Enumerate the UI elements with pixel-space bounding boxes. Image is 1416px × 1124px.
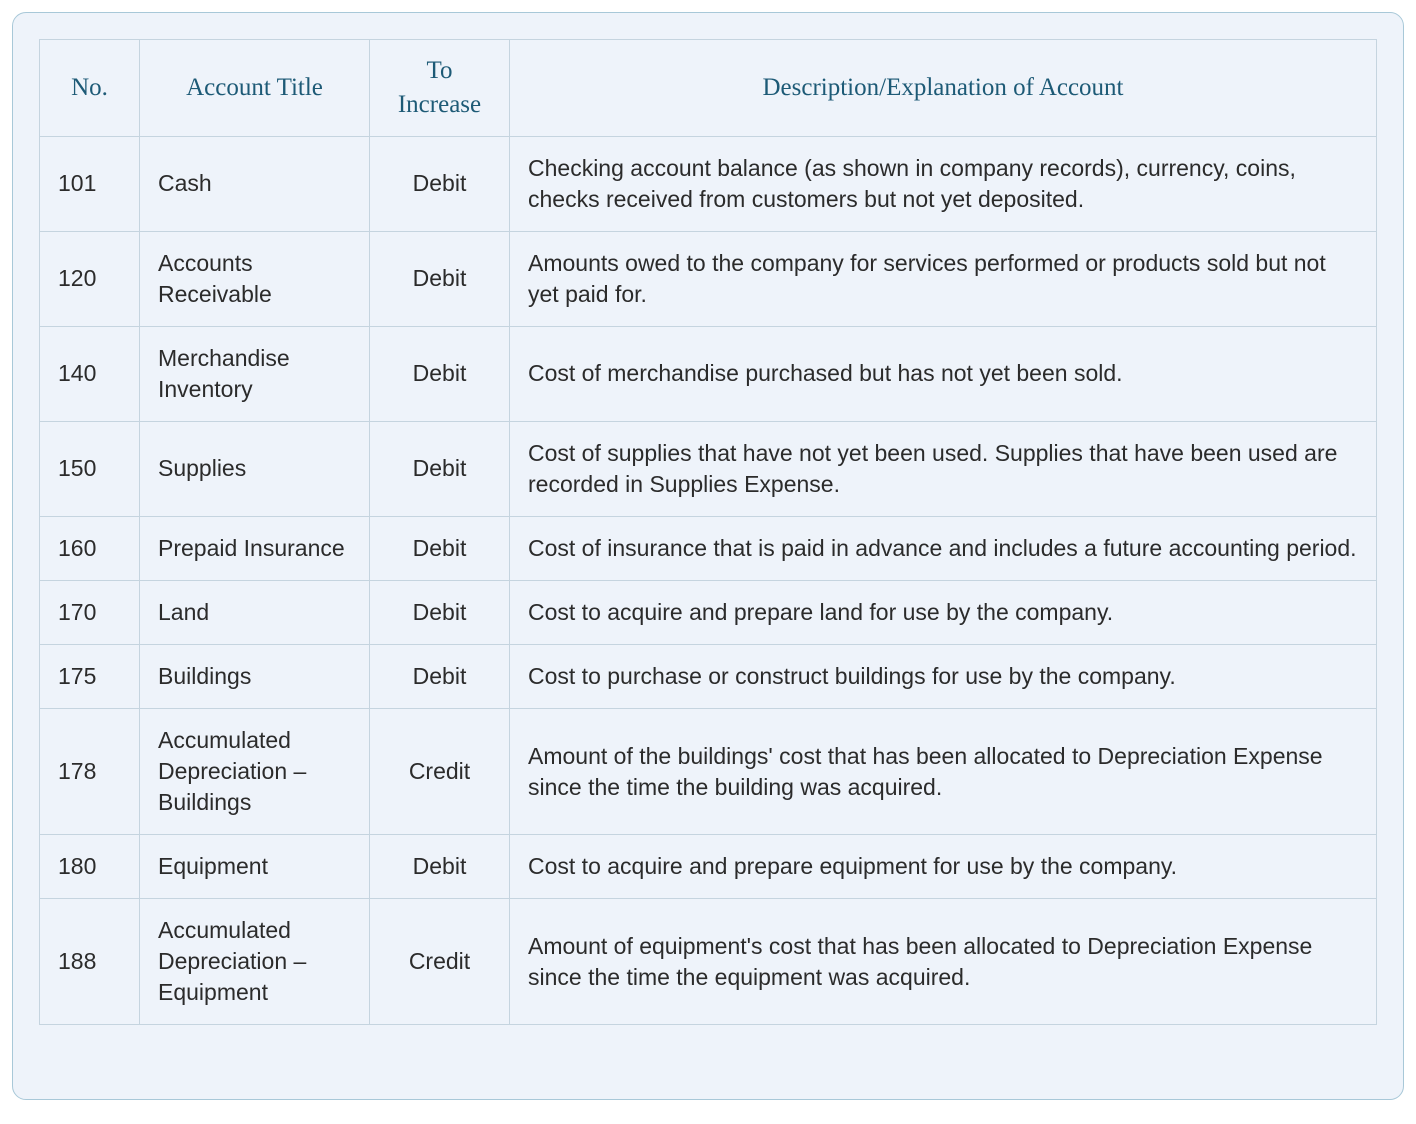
table-row: 150 Supplies Debit Cost of supplies that…	[40, 421, 1377, 516]
col-header-title: Account Title	[140, 40, 370, 137]
cell-title: Merchandise Inventory	[140, 326, 370, 421]
cell-no: 175	[40, 644, 140, 708]
cell-to-increase: Debit	[370, 835, 510, 899]
cell-title: Accumulated Depreciation – Equipment	[140, 899, 370, 1025]
cell-no: 120	[40, 231, 140, 326]
table-row: 101 Cash Debit Checking account balance …	[40, 136, 1377, 231]
cell-description: Cost to acquire and prepare land for use…	[510, 580, 1377, 644]
cell-title: Equipment	[140, 835, 370, 899]
cell-description: Amount of equipment's cost that has been…	[510, 899, 1377, 1025]
cell-description: Amount of the buildings' cost that has b…	[510, 709, 1377, 835]
cell-no: 170	[40, 580, 140, 644]
cell-title: Accumulated Depreciation – Buildings	[140, 709, 370, 835]
cell-title: Prepaid Insurance	[140, 516, 370, 580]
table-row: 140 Merchandise Inventory Debit Cost of …	[40, 326, 1377, 421]
cell-no: 101	[40, 136, 140, 231]
cell-no: 188	[40, 899, 140, 1025]
cell-no: 140	[40, 326, 140, 421]
cell-description: Cost of supplies that have not yet been …	[510, 421, 1377, 516]
table-header-row: No. Account Title To Increase Descriptio…	[40, 40, 1377, 137]
cell-title: Land	[140, 580, 370, 644]
cell-to-increase: Debit	[370, 231, 510, 326]
cell-to-increase: Debit	[370, 580, 510, 644]
cell-title: Accounts Receivable	[140, 231, 370, 326]
cell-to-increase: Debit	[370, 421, 510, 516]
cell-to-increase: Credit	[370, 709, 510, 835]
table-row: 170 Land Debit Cost to acquire and prepa…	[40, 580, 1377, 644]
cell-to-increase: Debit	[370, 326, 510, 421]
cell-no: 160	[40, 516, 140, 580]
table-row: 180 Equipment Debit Cost to acquire and …	[40, 835, 1377, 899]
cell-no: 178	[40, 709, 140, 835]
cell-to-increase: Credit	[370, 899, 510, 1025]
cell-title: Supplies	[140, 421, 370, 516]
cell-description: Cost of merchandise purchased but has no…	[510, 326, 1377, 421]
cell-no: 180	[40, 835, 140, 899]
table-row: 160 Prepaid Insurance Debit Cost of insu…	[40, 516, 1377, 580]
cell-to-increase: Debit	[370, 644, 510, 708]
cell-description: Cost to acquire and prepare equipment fo…	[510, 835, 1377, 899]
cell-title: Buildings	[140, 644, 370, 708]
cell-to-increase: Debit	[370, 136, 510, 231]
cell-title: Cash	[140, 136, 370, 231]
chart-of-accounts-table: No. Account Title To Increase Descriptio…	[39, 39, 1377, 1025]
table-row: 188 Accumulated Depreciation – Equipment…	[40, 899, 1377, 1025]
table-row: 175 Buildings Debit Cost to purchase or …	[40, 644, 1377, 708]
chart-of-accounts-card: No. Account Title To Increase Descriptio…	[12, 12, 1404, 1100]
cell-to-increase: Debit	[370, 516, 510, 580]
cell-no: 150	[40, 421, 140, 516]
col-header-no: No.	[40, 40, 140, 137]
table-row: 178 Accumulated Depreciation – Buildings…	[40, 709, 1377, 835]
cell-description: Cost of insurance that is paid in advanc…	[510, 516, 1377, 580]
cell-description: Checking account balance (as shown in co…	[510, 136, 1377, 231]
col-header-description: Description/Explanation of Account	[510, 40, 1377, 137]
cell-description: Amounts owed to the company for services…	[510, 231, 1377, 326]
cell-description: Cost to purchase or construct buildings …	[510, 644, 1377, 708]
col-header-to-increase: To Increase	[370, 40, 510, 137]
table-row: 120 Accounts Receivable Debit Amounts ow…	[40, 231, 1377, 326]
